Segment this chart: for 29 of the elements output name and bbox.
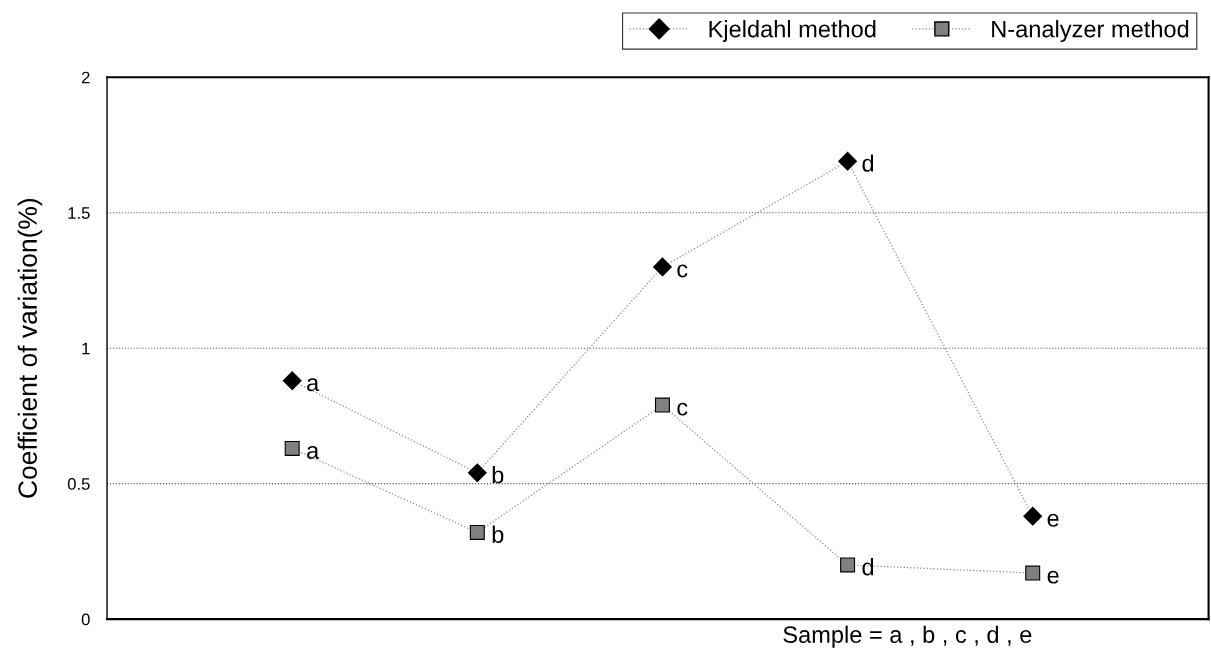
- point: [1025, 565, 1041, 581]
- point: [840, 557, 856, 573]
- y-tick-label: 2: [81, 71, 90, 84]
- data-label: a: [307, 378, 320, 392]
- point: [469, 524, 485, 540]
- y-tick-label: 1: [82, 342, 90, 355]
- y-tick-label: 0: [81, 613, 90, 626]
- point: [1023, 506, 1043, 526]
- legend-label: N-analyzer method: [992, 20, 1189, 43]
- data-label: e: [1047, 570, 1059, 584]
- point: [282, 371, 302, 391]
- data-label: c: [677, 264, 688, 278]
- y-tick-label: 1.5: [68, 207, 90, 219]
- point: [284, 440, 300, 456]
- point: [467, 463, 487, 483]
- x-axis-title: Sample = a , b , c , d , e: [783, 625, 1032, 648]
- y-tick-label: 0.5: [67, 478, 90, 490]
- data-label: e: [1047, 513, 1059, 527]
- data-label: d: [862, 558, 874, 576]
- legend-label: Kjeldahl method: [709, 20, 876, 43]
- y-axis-title: Coefficient of variation(%): [17, 198, 43, 498]
- point: [654, 397, 670, 413]
- point: [653, 257, 672, 277]
- point: [838, 151, 857, 171]
- data-label: b: [492, 525, 504, 543]
- data-label: b: [492, 465, 504, 484]
- data-label: d: [862, 154, 874, 172]
- data-label: c: [677, 402, 688, 416]
- data-label: a: [307, 446, 320, 459]
